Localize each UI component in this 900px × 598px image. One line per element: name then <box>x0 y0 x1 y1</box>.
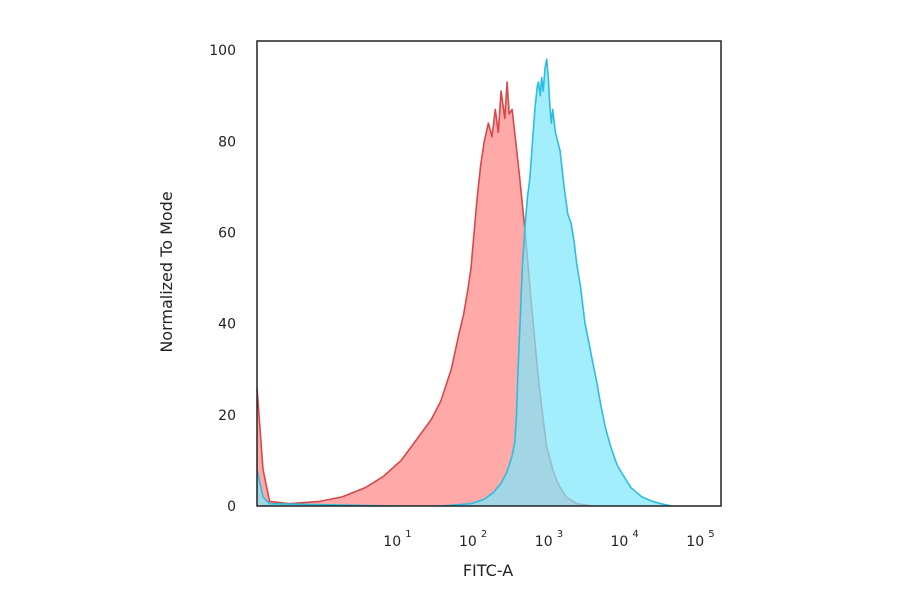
y-tick-label: 80 <box>218 134 236 150</box>
histogram-1-area <box>257 82 593 506</box>
x-axis-ticks: 10 1 10 2 10 3 10 4 10 5 <box>383 529 714 550</box>
x-tick-label: 10 <box>383 534 401 550</box>
y-tick-label: 0 <box>227 499 236 515</box>
y-axis-ticks: 0 20 40 60 80 100 <box>209 43 236 515</box>
x-tick-label: 10 <box>459 534 477 550</box>
histogram-2-line <box>257 58 673 506</box>
x-tick-label: 10 <box>610 534 628 550</box>
y-axis-title: Normalized To Mode <box>157 191 176 352</box>
x-tick-label: 10 <box>686 534 704 550</box>
x-tick-exponent: 2 <box>481 529 487 540</box>
histogram-2-area <box>257 59 672 506</box>
series-layer <box>257 58 673 506</box>
x-axis-title: FITC-A <box>463 561 513 580</box>
x-tick-exponent: 4 <box>632 529 638 540</box>
x-tick-exponent: 3 <box>557 529 563 540</box>
y-tick-label: 60 <box>218 226 236 242</box>
y-tick-label: 20 <box>218 408 236 424</box>
x-tick-exponent: 1 <box>405 529 411 540</box>
y-tick-label: 100 <box>209 43 236 59</box>
x-tick-label: 10 <box>535 534 553 550</box>
x-tick-exponent: 5 <box>708 529 714 540</box>
y-tick-label: 40 <box>218 317 236 333</box>
plot-frame <box>256 40 722 507</box>
